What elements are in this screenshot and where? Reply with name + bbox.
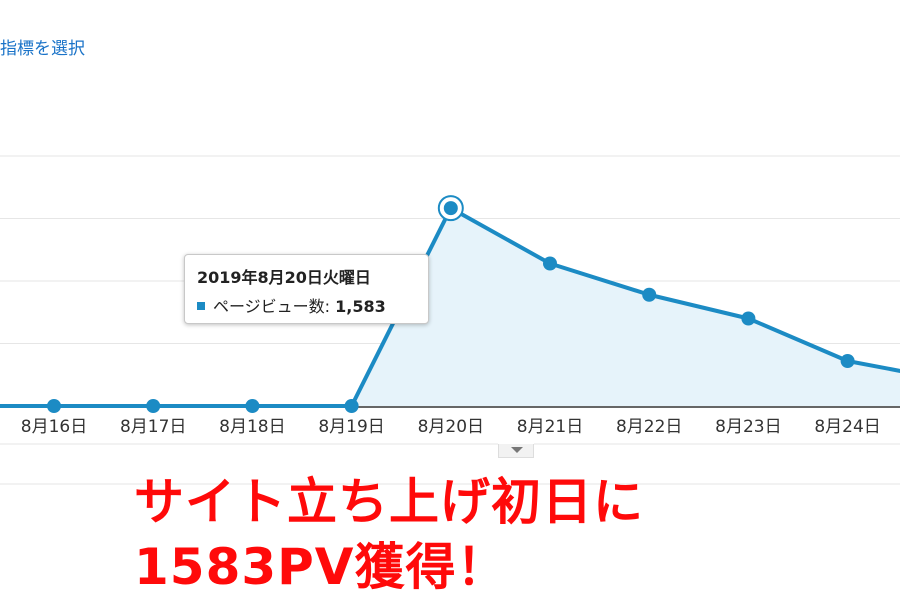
- data-point: [543, 256, 557, 271]
- x-tick-label: 8月20日: [418, 417, 484, 437]
- data-point: [741, 311, 756, 326]
- series-area-fill: [54, 208, 900, 406]
- data-point: [642, 287, 657, 302]
- point-layer: [47, 195, 855, 413]
- x-tick-label: 8月23日: [715, 417, 781, 437]
- data-point-highlighted: [443, 201, 458, 216]
- data-point: [245, 399, 260, 413]
- tooltip-series-label: ページビュー数:: [213, 297, 331, 316]
- data-point: [344, 399, 359, 413]
- tooltip-series-row: ページビュー数: 1,583: [197, 293, 386, 317]
- expand-toggle[interactable]: [498, 444, 534, 458]
- caption-line-1: サイト立ち上げ初日に: [134, 473, 644, 531]
- data-point: [146, 399, 161, 413]
- x-tick-label: 8月17日: [120, 417, 186, 437]
- triangle-down-icon: [511, 447, 523, 453]
- x-tick-label: 8月18日: [219, 417, 285, 437]
- data-point: [840, 354, 855, 368]
- metric-selector-link[interactable]: 指標を選択: [0, 39, 85, 59]
- x-tick-label: 8月24日: [814, 417, 880, 437]
- tooltip-date: 2019年8月20日火曜日: [197, 268, 371, 287]
- x-tick-label: 8月21日: [517, 417, 583, 437]
- x-tick-label: 8月22日: [616, 417, 682, 437]
- data-point: [47, 399, 61, 413]
- x-tick-label: 8月16日: [21, 417, 87, 437]
- x-tick-label: 8月19日: [318, 417, 384, 437]
- caption-line-2: 1583PV獲得！: [134, 538, 508, 596]
- data-tooltip: 2019年8月20日火曜日 ページビュー数: 1,583: [184, 254, 429, 324]
- tooltip-value: 1,583: [335, 297, 386, 316]
- x-tick-labels: 8月16日 8月17日 8月18日 8月19日 8月20日 8月21日 8月22日 8月23日…: [21, 417, 881, 437]
- series-color-swatch: [197, 301, 205, 310]
- area-layer: [54, 208, 900, 406]
